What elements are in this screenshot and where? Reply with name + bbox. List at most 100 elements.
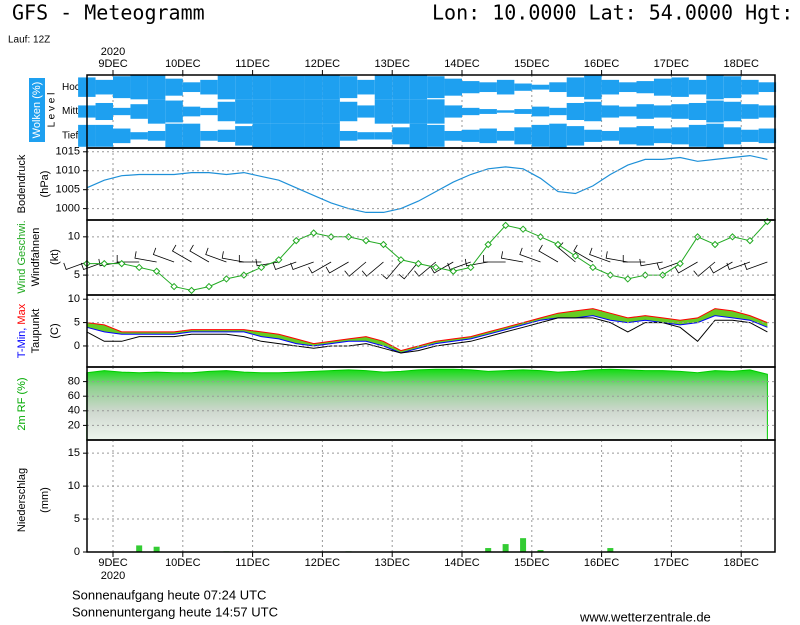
cloud-cell (531, 106, 550, 117)
wind-marker (135, 263, 143, 272)
cloud-cell (95, 102, 113, 121)
level-label: L e v e l (47, 93, 58, 128)
wind-barb (381, 261, 402, 280)
cloud-cell (339, 101, 358, 122)
cloud-cell (514, 127, 532, 145)
run: Lauf: 12Z (8, 35, 50, 46)
cloud-cell (374, 132, 393, 140)
cloud-cell (270, 123, 288, 148)
cloud-cell (566, 126, 585, 146)
rh-label: 2m RF (%) (16, 377, 28, 430)
sunrise: Sonnenaufgang heute 07:24 UTC (72, 587, 266, 602)
cloud-cell (444, 130, 462, 141)
cloud-cell (113, 128, 131, 144)
wind-marker (554, 240, 562, 249)
tmax-label: Max (16, 303, 28, 324)
cloud-cell (671, 104, 689, 119)
cloud-cell (636, 126, 654, 146)
y-tick-label: 5 (74, 513, 80, 525)
cloud-cell (322, 75, 340, 100)
date-label-bottom: 12DEC (305, 557, 341, 569)
wind-marker (222, 275, 231, 283)
cloud-cell (270, 75, 288, 100)
wind-barb (134, 251, 157, 263)
cloud-cell (182, 82, 201, 93)
wind-barb (430, 261, 454, 274)
cloud-cell (619, 106, 637, 117)
cloud-cell (566, 102, 585, 121)
level-name: Mittel (62, 106, 86, 117)
wind-marker (746, 236, 754, 245)
wind-barb (63, 261, 87, 271)
wind-barb (558, 242, 576, 263)
date-label-bottom: 17DEC (654, 557, 690, 569)
date-label-bottom: 15DEC (514, 557, 550, 569)
cloud-cell (427, 124, 445, 147)
year-top: 2020 (101, 46, 125, 58)
wind-barb (573, 244, 594, 263)
cloud-cell (113, 76, 131, 99)
wind-marker (624, 275, 632, 283)
wind-barb (414, 261, 437, 277)
cloud-cell (322, 99, 340, 124)
wind-barb (500, 251, 524, 263)
wind-barb (743, 261, 768, 271)
cloud-cell (165, 78, 183, 96)
y-tick-label: 15 (68, 447, 80, 459)
wind-marker (519, 225, 527, 233)
cloud-cell (653, 128, 672, 144)
cloud-cell (462, 107, 480, 116)
cloud-cell (741, 129, 759, 142)
wind-marker (362, 236, 370, 245)
cloud-cell (531, 84, 550, 90)
cloud-cell (566, 77, 585, 97)
wind-marker (641, 271, 649, 279)
cloud-cell (723, 127, 742, 145)
wind-marker (432, 263, 440, 272)
cloud-cell (549, 123, 567, 148)
cloud-cell (235, 99, 253, 124)
wind-barb (272, 261, 297, 271)
y-tick-label: 20 (68, 419, 80, 431)
cloud-cell (636, 81, 654, 94)
cloud-cell (671, 77, 689, 97)
y-tick-label: 1010 (56, 165, 80, 177)
wind-barb (325, 261, 349, 274)
cloud-cell (374, 99, 393, 124)
y-tick-label: 0 (74, 340, 80, 352)
y-tick-label: 10 (68, 231, 80, 243)
date-label-bottom: 14DEC (444, 557, 480, 569)
cloud-cell (287, 123, 305, 148)
cloud-cell (147, 99, 166, 124)
wind-marker (606, 271, 615, 279)
cloud-cell (514, 83, 532, 91)
wind-marker (571, 252, 580, 260)
cloud-cell (357, 132, 375, 140)
cloud-cell (322, 123, 340, 148)
cloud-cell (514, 109, 532, 114)
cloud-cell (427, 76, 445, 99)
temp-unit: (C) (49, 323, 61, 338)
cloud-cell (496, 110, 515, 113)
cloud-cell (113, 107, 131, 116)
cloud-cell (339, 76, 358, 99)
date-label-top: 15DEC (514, 58, 550, 70)
cloud-cell (95, 124, 113, 147)
cloud-cell (688, 124, 707, 147)
date-label-bottom: 16DEC (584, 557, 620, 569)
date-label-top: 12DEC (305, 58, 341, 70)
panel-frame (86, 439, 776, 553)
wind-barb (205, 247, 227, 263)
cloud-cell (601, 130, 620, 141)
cloud-cell (182, 106, 201, 117)
y-tick-label: 1015 (56, 146, 80, 158)
cloud-cell (235, 126, 253, 146)
date-label-bottom: 10DEC (165, 557, 201, 569)
wind-marker (257, 263, 266, 272)
cloud-cell (584, 75, 602, 100)
wind-marker (414, 259, 423, 268)
wind-marker (589, 263, 597, 272)
wind-marker (309, 229, 318, 237)
rh-area (86, 368, 768, 441)
y-tick-label: 40 (68, 405, 80, 417)
